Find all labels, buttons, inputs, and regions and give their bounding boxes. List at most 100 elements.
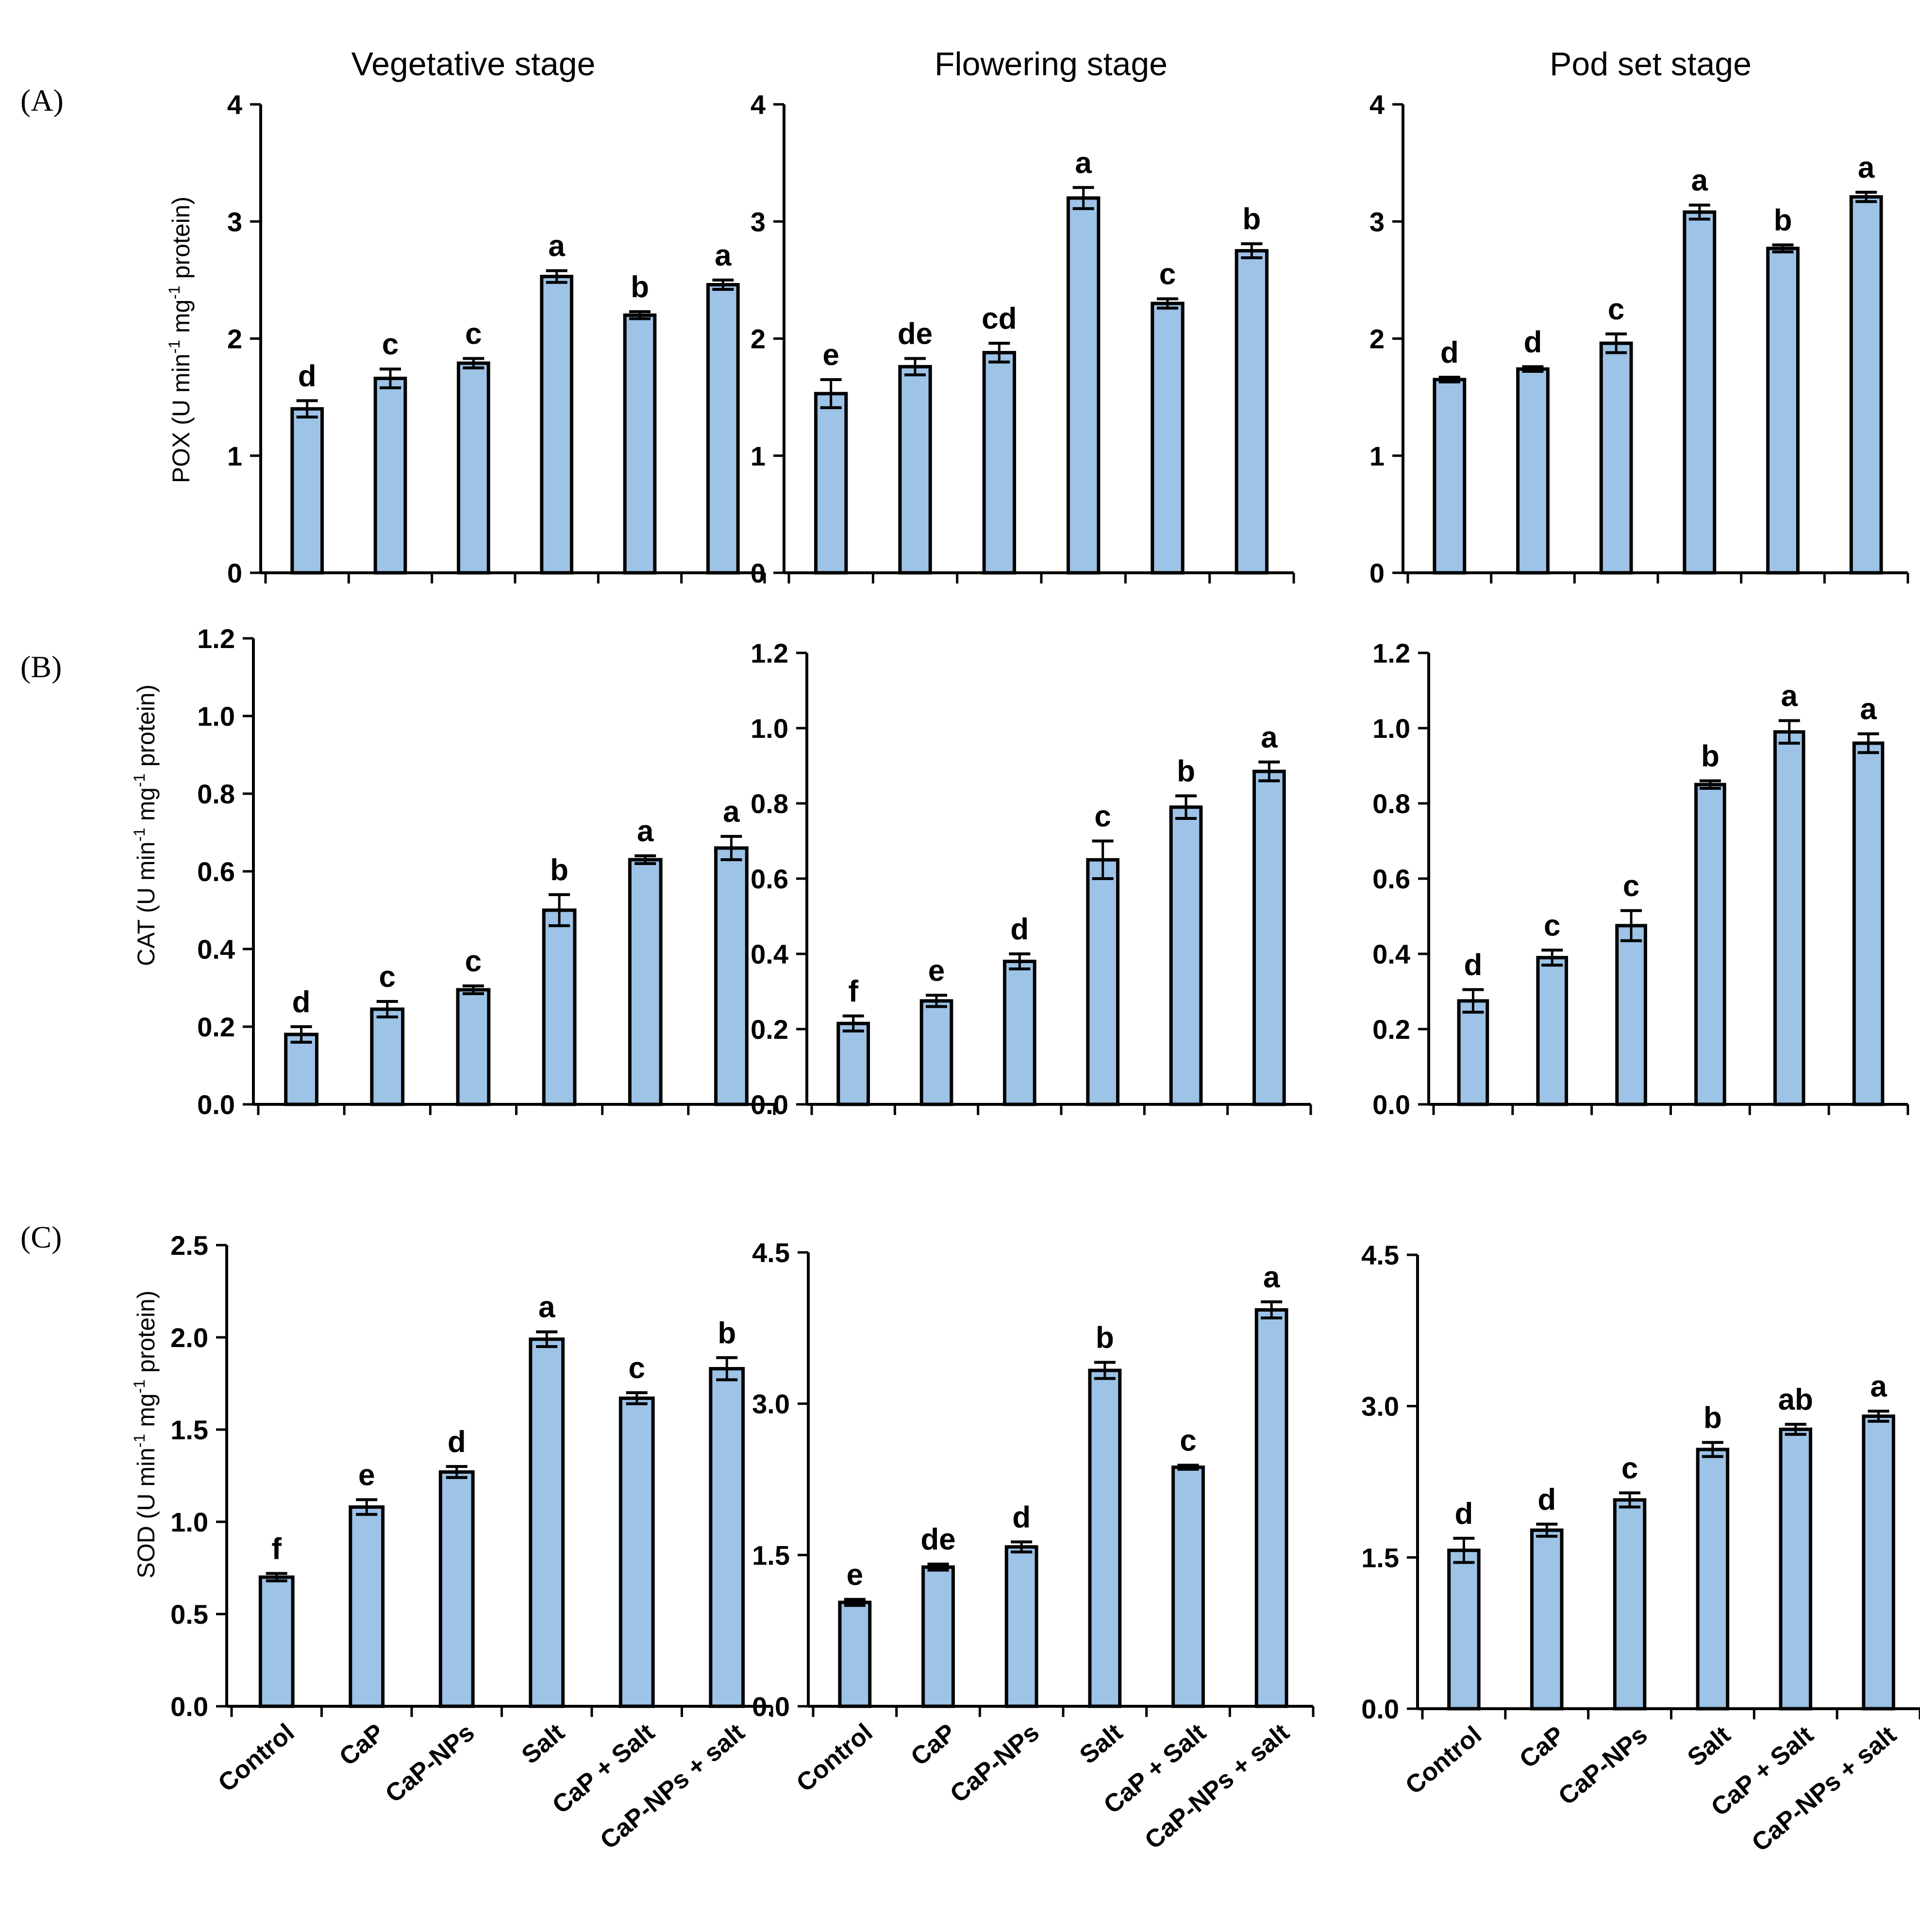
- y-tick-label: 2.0: [170, 1322, 208, 1353]
- significance-letter: c: [465, 945, 482, 978]
- y-tick-label: 1.2: [197, 623, 235, 654]
- significance-letter: c: [382, 328, 399, 361]
- y-tick-label: 1.5: [1361, 1542, 1399, 1573]
- y-axis-title-sod: SOD (U min-1 mg-1 protein): [131, 1290, 160, 1578]
- y-axis-title-cat: CAT (U min-1 mg-1 protein): [131, 684, 160, 966]
- row-label-a: (A): [20, 83, 64, 117]
- bar: [838, 1600, 872, 1708]
- bar: [438, 1470, 475, 1708]
- bar: [1254, 1308, 1288, 1708]
- y-tick-label: 3: [1369, 206, 1385, 237]
- y-tick-label: 3.0: [752, 1389, 790, 1419]
- bar: [628, 858, 663, 1106]
- bar: [706, 283, 740, 575]
- significance-letter: b: [1774, 204, 1792, 237]
- y-tick-label: 0: [751, 558, 766, 588]
- bar: [1516, 367, 1550, 575]
- y-tick-label: 0.4: [751, 939, 788, 969]
- category-label: CaP-NPs: [1553, 1721, 1653, 1811]
- significance-letter: a: [637, 815, 654, 848]
- y-tick-label: 1.2: [1372, 638, 1410, 668]
- bar: [456, 361, 490, 575]
- y-tick-label: 3: [227, 206, 242, 237]
- y-tick-label: 0.8: [1372, 788, 1410, 819]
- bar: [258, 1575, 295, 1708]
- y-tick-label: 0.0: [751, 1089, 788, 1120]
- y-tick-label: 1.0: [170, 1507, 208, 1537]
- y-tick-label: 1.0: [197, 701, 235, 732]
- y-tick-label: 0.0: [170, 1691, 208, 1722]
- significance-letter: b: [1096, 1321, 1114, 1354]
- category-label: CaP-NPs + salt: [1139, 1718, 1295, 1855]
- significance-letter: e: [847, 1558, 863, 1592]
- significance-letter: c: [1544, 909, 1560, 942]
- y-tick-label: 4.5: [1361, 1240, 1399, 1270]
- y-tick-label: 0.6: [751, 864, 788, 894]
- category-label: Salt: [517, 1718, 570, 1770]
- y-tick-label: 2: [751, 324, 766, 354]
- y-tick-label: 0.6: [197, 856, 235, 887]
- bar: [982, 350, 1017, 575]
- y-tick-label: 0.5: [170, 1599, 208, 1630]
- bar: [284, 1033, 318, 1106]
- category-label: CaP: [334, 1718, 390, 1771]
- bar: [1457, 999, 1489, 1106]
- bar: [1088, 1368, 1122, 1708]
- y-tick-label: 0.8: [197, 779, 235, 809]
- row-label-b: (B): [20, 650, 62, 684]
- significance-letter: ab: [1778, 1383, 1813, 1416]
- significance-letter: b: [1701, 740, 1720, 773]
- significance-letter: e: [822, 338, 839, 372]
- bar: [898, 365, 932, 575]
- significance-letter: a: [1860, 693, 1877, 726]
- significance-letter: a: [715, 239, 732, 272]
- bar: [290, 407, 324, 575]
- bar: [1615, 924, 1647, 1106]
- significance-letter: c: [1621, 1451, 1638, 1485]
- bar: [919, 999, 953, 1106]
- significance-letter: de: [898, 317, 933, 351]
- bar: [1779, 1427, 1812, 1711]
- significance-letter: d: [1537, 1483, 1556, 1516]
- y-tick-label: 4: [1369, 89, 1385, 120]
- significance-letter: d: [448, 1425, 466, 1459]
- bar: [1169, 805, 1203, 1106]
- significance-letter: d: [1454, 1497, 1473, 1531]
- significance-letter: b: [1242, 202, 1261, 236]
- panel-b-vegetative: 0.0 0.2 0.4 0.6 0.8 1.0 1.2 d c c b a a: [197, 623, 776, 1120]
- significance-letter: a: [1781, 680, 1798, 713]
- bar: [714, 846, 749, 1106]
- y-tick-label: 1.0: [1372, 713, 1410, 744]
- bar: [529, 1337, 565, 1708]
- significance-letter: b: [631, 270, 649, 304]
- panel-a-flowering: 0 1 2 3 4 e de cd a c b: [751, 89, 1295, 588]
- significance-letter: a: [1075, 146, 1092, 180]
- y-tick-label: 4: [751, 89, 766, 120]
- y-tick-label: 2.5: [170, 1230, 208, 1261]
- significance-letter: c: [629, 1351, 645, 1385]
- y-tick-label: 0.0: [1361, 1694, 1399, 1724]
- bar: [1086, 858, 1120, 1106]
- significance-letter: f: [848, 975, 858, 1008]
- y-tick-label: 0.2: [1372, 1014, 1410, 1045]
- bar: [540, 275, 574, 575]
- bar: [373, 377, 407, 575]
- stage-title-podset: Pod set stage: [1550, 46, 1752, 83]
- significance-letter: b: [1177, 755, 1195, 788]
- significance-letter: c: [1180, 1424, 1196, 1457]
- y-tick-label: 0: [1369, 558, 1385, 588]
- y-tick-label: 0.8: [751, 788, 788, 819]
- bar: [370, 1007, 405, 1106]
- category-label: Control: [1400, 1721, 1487, 1800]
- y-tick-label: 0.0: [1372, 1089, 1410, 1120]
- category-label: Salt: [1074, 1718, 1128, 1770]
- y-tick-label: 0.4: [197, 934, 235, 965]
- y-tick-label: 4.5: [752, 1237, 790, 1268]
- bar: [456, 988, 491, 1106]
- panel-c-vegetative: 0.0 0.5 1.0 1.5 2.0 2.5 f e d a c b Control CaPCaP-NP…: [170, 1230, 773, 1855]
- bar: [1171, 1466, 1205, 1708]
- significance-letter: d: [292, 985, 311, 1019]
- bar: [1002, 960, 1036, 1106]
